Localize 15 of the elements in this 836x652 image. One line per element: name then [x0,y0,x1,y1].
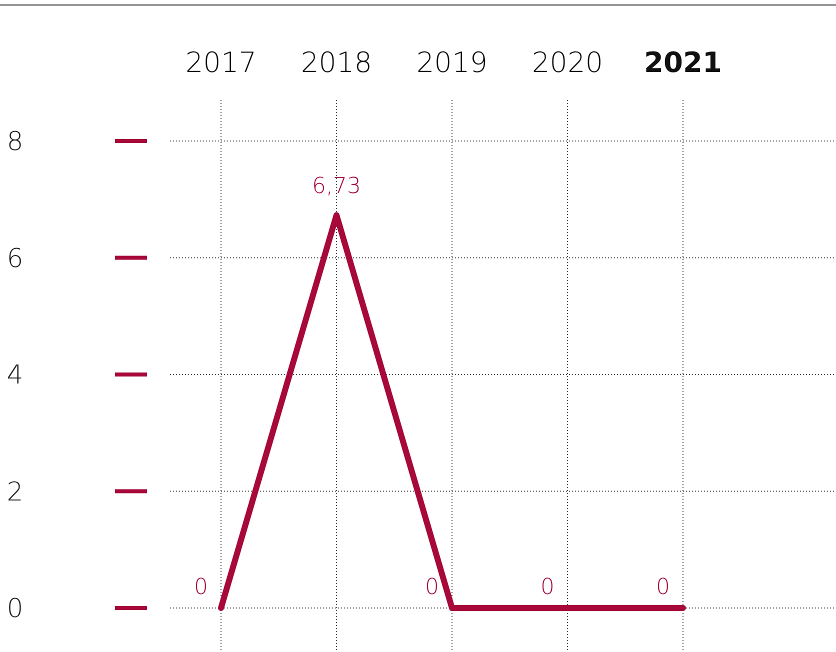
data-label: 0 [656,575,670,600]
y-tick-label: 0 [6,594,24,624]
x-tick-label: 2020 [532,46,604,79]
data-label: 6,73 [312,174,361,200]
y-tick-label: 2 [6,477,24,508]
y-tick-label: 6 [6,244,24,274]
x-tick-label: 2019 [416,46,488,79]
x-tick-label: 2018 [300,46,372,79]
x-tick-label: 2017 [185,46,257,79]
x-tick-label: 2021 [644,46,722,79]
data-label: 0 [425,575,439,600]
data-label: 0 [540,575,554,600]
y-tick-label: 4 [6,360,24,391]
data-label: 0 [194,575,208,600]
y-tick-label: 8 [6,127,24,158]
